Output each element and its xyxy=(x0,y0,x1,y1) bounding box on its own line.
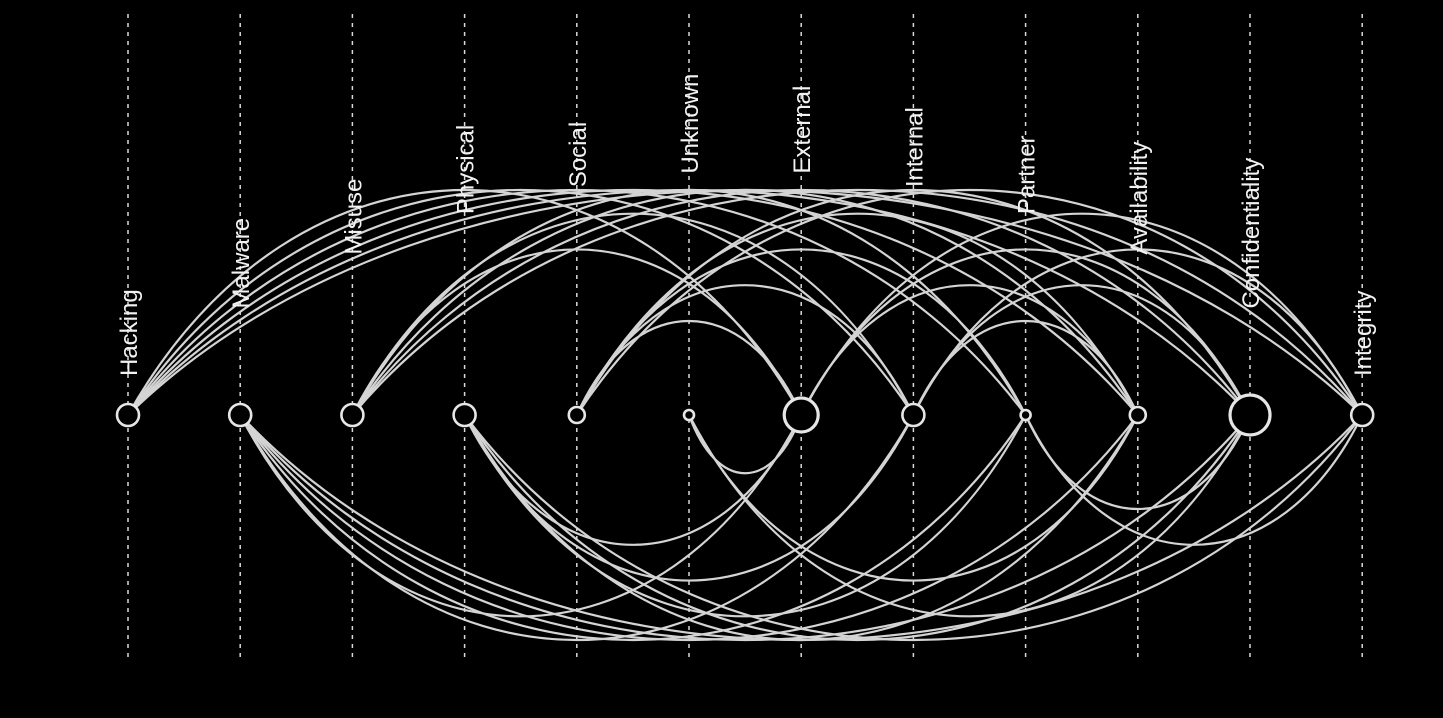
node-social[interactable] xyxy=(567,405,587,425)
node-circles xyxy=(115,393,1375,437)
arc-hacking-partner xyxy=(127,189,1027,416)
arc-hacking-integrity xyxy=(127,189,1363,416)
node-label-malware: Malware xyxy=(228,218,255,309)
arc-partner-integrity xyxy=(1024,414,1364,546)
node-label-hacking: Hacking xyxy=(116,289,143,376)
node-labels: Hacking Malware Misuse Physical Social Unknow… xyxy=(116,74,1377,376)
arc-hacking-availability xyxy=(127,188,1139,416)
node-integrity[interactable] xyxy=(1349,402,1375,428)
arc-misuse-confidentiality xyxy=(351,189,1251,416)
node-label-integrity: Integrity xyxy=(1350,291,1377,376)
arc-hacking-external xyxy=(127,189,803,416)
arc-physical-availability xyxy=(463,414,1139,641)
node-malware[interactable] xyxy=(227,402,253,428)
node-availability[interactable] xyxy=(1128,405,1148,425)
arc-physical-confidentiality xyxy=(463,414,1251,642)
arc-physical-integrity xyxy=(463,414,1364,641)
arc-social-integrity xyxy=(575,188,1364,416)
arc-internal-confidentiality xyxy=(912,284,1251,416)
arc-physical-partner xyxy=(463,414,1027,618)
arc-malware-external xyxy=(239,414,803,618)
arc-misuse-partner xyxy=(351,189,1027,416)
arc-misuse-availability xyxy=(351,188,1139,416)
arc-links xyxy=(127,188,1364,642)
node-label-misuse: Misuse xyxy=(340,179,367,255)
node-label-availability: Availability xyxy=(1126,142,1153,255)
arc-malware-confidentiality xyxy=(239,414,1251,642)
arc-unknown-availability xyxy=(688,414,1139,582)
arc-external-integrity xyxy=(800,212,1364,416)
node-label-unknown: Unknown xyxy=(677,74,704,174)
arc-unknown-confidentiality xyxy=(688,414,1251,618)
arc-internal-integrity xyxy=(912,248,1364,416)
node-internal[interactable] xyxy=(901,402,926,428)
node-label-partner: Partner xyxy=(1014,135,1041,214)
guide-lines xyxy=(127,14,1363,658)
node-partner[interactable] xyxy=(1019,408,1032,422)
node-label-external: External xyxy=(789,86,816,174)
node-label-social: Social xyxy=(565,122,592,187)
arc-hacking-internal xyxy=(127,188,915,416)
arc-misuse-internal xyxy=(351,212,915,416)
arc-malware-internal xyxy=(239,414,915,641)
arc-malware-availability xyxy=(239,414,1139,641)
node-label-confidentiality: Confidentiality xyxy=(1238,158,1265,309)
node-misuse[interactable] xyxy=(340,402,365,428)
arc-external-confidentiality xyxy=(800,248,1251,416)
node-hacking[interactable] xyxy=(115,402,141,428)
arc-misuse-integrity xyxy=(351,188,1364,416)
arc-social-availability xyxy=(575,212,1139,416)
node-physical[interactable] xyxy=(452,402,477,428)
node-unknown[interactable] xyxy=(682,408,696,422)
arc-unknown-external xyxy=(687,414,803,475)
node-confidentiality[interactable] xyxy=(1228,393,1272,437)
arc-social-confidentiality xyxy=(575,189,1251,416)
arc-malware-partner xyxy=(239,414,1027,642)
node-label-internal: Internal xyxy=(901,107,928,187)
node-label-physical: Physical xyxy=(453,125,480,214)
node-external[interactable] xyxy=(782,396,820,434)
